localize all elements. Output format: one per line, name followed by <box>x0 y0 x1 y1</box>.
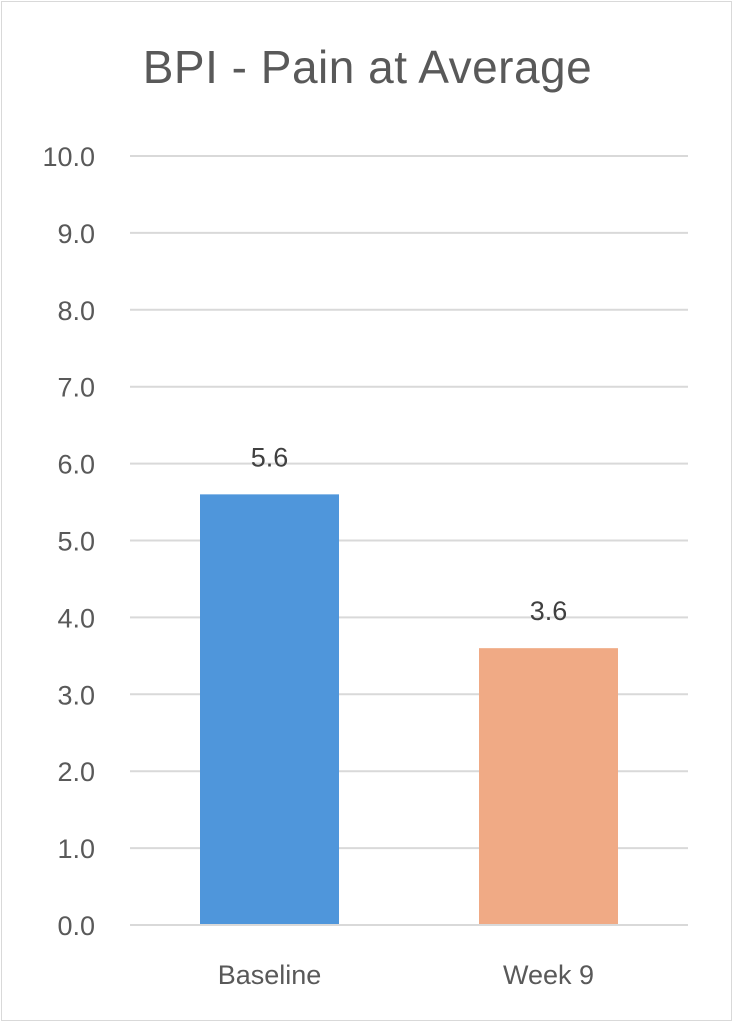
x-category-label: Week 9 <box>503 960 594 990</box>
y-tick-label: 9.0 <box>57 219 95 249</box>
y-tick-label: 4.0 <box>57 603 95 633</box>
bar <box>200 494 339 925</box>
y-tick-label: 10.0 <box>42 142 95 172</box>
data-label: 5.6 <box>251 442 289 472</box>
y-tick-label: 7.0 <box>57 373 95 403</box>
x-category-label: Baseline <box>218 960 322 990</box>
y-tick-label: 8.0 <box>57 296 95 326</box>
y-tick-label: 0.0 <box>57 911 95 941</box>
y-tick-label: 5.0 <box>57 527 95 557</box>
y-tick-label: 1.0 <box>57 834 95 864</box>
data-label: 3.6 <box>530 596 568 626</box>
y-tick-label: 3.0 <box>57 680 95 710</box>
bar <box>479 648 618 925</box>
y-tick-label: 2.0 <box>57 757 95 787</box>
chart-title: BPI - Pain at Average <box>142 41 593 93</box>
y-tick-label: 6.0 <box>57 450 95 480</box>
